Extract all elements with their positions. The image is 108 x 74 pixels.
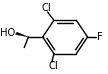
Text: F: F <box>97 32 103 42</box>
Text: Cl: Cl <box>42 3 52 13</box>
Text: HO: HO <box>0 28 16 38</box>
Polygon shape <box>15 32 28 37</box>
Text: Cl: Cl <box>48 61 58 71</box>
